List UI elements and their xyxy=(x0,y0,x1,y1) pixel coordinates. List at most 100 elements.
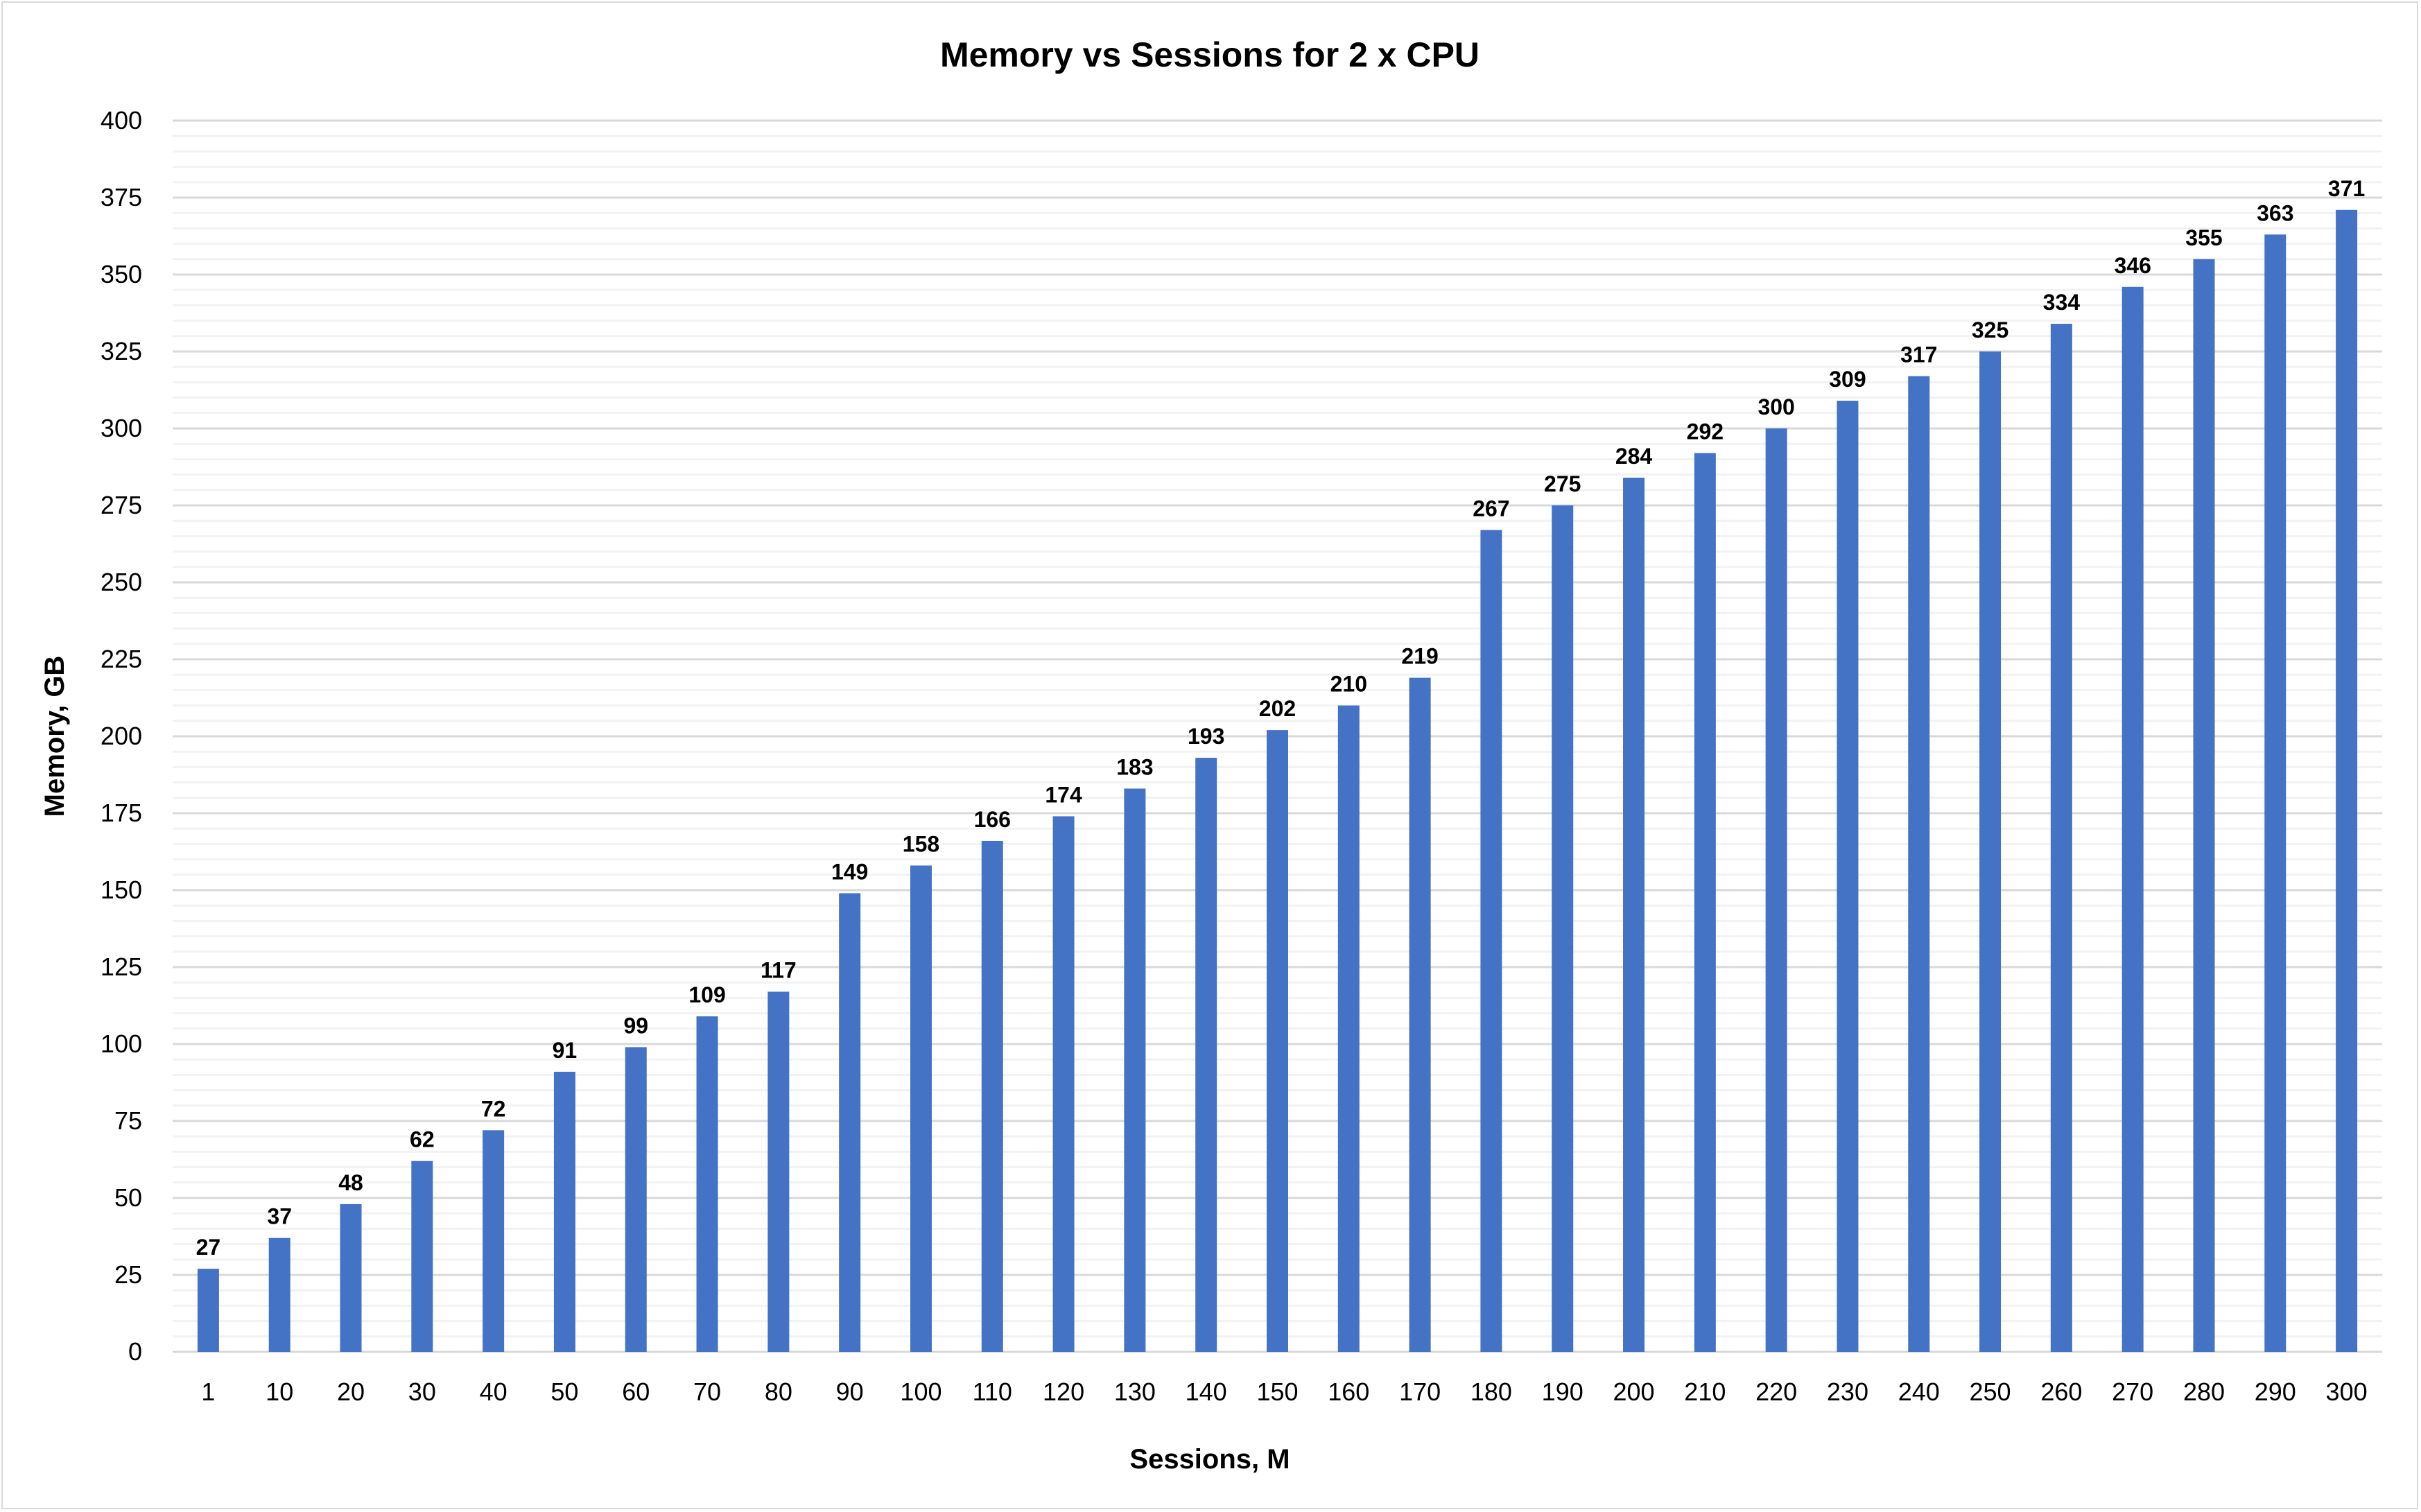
y-tick-label: 325 xyxy=(101,337,142,365)
data-label: 325 xyxy=(1972,318,2008,342)
bar xyxy=(197,1269,219,1352)
bar xyxy=(1623,478,1645,1352)
data-label: 346 xyxy=(2114,253,2151,278)
data-label: 275 xyxy=(1544,471,1581,496)
data-label: 309 xyxy=(1829,367,1866,392)
y-tick-label: 300 xyxy=(101,414,142,442)
bar xyxy=(2050,324,2072,1352)
data-label: 284 xyxy=(1615,444,1653,469)
bar xyxy=(1552,505,1574,1352)
x-tick-label: 280 xyxy=(2183,1378,2225,1406)
data-label: 202 xyxy=(1259,696,1296,721)
bar xyxy=(1337,705,1360,1352)
bar xyxy=(839,893,861,1352)
bar xyxy=(1267,730,1288,1352)
data-label: 183 xyxy=(1116,754,1153,779)
data-label: 48 xyxy=(338,1170,363,1195)
bar xyxy=(625,1047,647,1352)
data-label: 158 xyxy=(903,831,939,856)
x-tick-label: 130 xyxy=(1114,1378,1156,1406)
x-tick-label: 270 xyxy=(2112,1378,2153,1406)
bar xyxy=(696,1016,718,1352)
data-label: 317 xyxy=(1900,342,1937,367)
x-tick-label: 210 xyxy=(1684,1378,1726,1406)
chart-title: Memory vs Sessions for 2 x CPU xyxy=(940,35,1480,74)
x-tick-label: 170 xyxy=(1399,1378,1441,1406)
x-tick-label: 120 xyxy=(1043,1378,1084,1406)
bar xyxy=(1694,453,1716,1352)
y-tick-label: 250 xyxy=(101,568,142,596)
x-tick-label: 240 xyxy=(1898,1378,1940,1406)
x-tick-label: 50 xyxy=(550,1378,578,1406)
x-tick-label: 260 xyxy=(2040,1378,2082,1406)
x-tick-label: 290 xyxy=(2255,1378,2296,1406)
x-tick-label: 250 xyxy=(1970,1378,2011,1406)
data-label: 166 xyxy=(974,807,1011,832)
x-tick-label: 60 xyxy=(622,1378,650,1406)
bar xyxy=(2336,209,2358,1352)
x-tick-label: 100 xyxy=(900,1378,942,1406)
bar xyxy=(767,991,790,1352)
bar xyxy=(1765,428,1787,1352)
data-label: 91 xyxy=(553,1038,578,1063)
data-label: 72 xyxy=(481,1096,506,1121)
bar xyxy=(981,840,1003,1352)
data-label: 99 xyxy=(623,1013,648,1038)
data-label: 363 xyxy=(2257,200,2293,225)
x-tick-label: 140 xyxy=(1186,1378,1227,1406)
y-tick-label: 0 xyxy=(128,1337,142,1366)
bar xyxy=(340,1203,362,1352)
y-tick-label: 125 xyxy=(101,953,142,981)
x-tick-label: 80 xyxy=(765,1378,792,1406)
data-label: 292 xyxy=(1687,419,1724,444)
data-label: 210 xyxy=(1330,672,1367,697)
x-tick-label: 70 xyxy=(693,1378,721,1406)
bar xyxy=(1409,677,1431,1352)
bar xyxy=(1480,530,1502,1352)
data-label: 334 xyxy=(2043,290,2081,315)
bar xyxy=(553,1071,575,1352)
x-tick-label: 200 xyxy=(1613,1378,1654,1406)
x-tick-label: 20 xyxy=(337,1378,365,1406)
data-label: 149 xyxy=(831,859,868,884)
y-tick-label: 50 xyxy=(114,1183,142,1212)
bar xyxy=(2193,259,2215,1352)
x-tick-label: 1 xyxy=(201,1378,215,1406)
bar xyxy=(483,1130,505,1352)
x-tick-label: 150 xyxy=(1256,1378,1298,1406)
bar xyxy=(2264,234,2286,1352)
bar xyxy=(1195,758,1217,1352)
data-label: 117 xyxy=(761,958,797,983)
x-tick-label: 110 xyxy=(973,1378,1012,1406)
y-tick-label: 150 xyxy=(101,876,142,904)
x-tick-label: 30 xyxy=(408,1378,436,1406)
x-tick-label: 90 xyxy=(836,1378,864,1406)
y-tick-label: 100 xyxy=(101,1029,142,1058)
y-tick-label: 375 xyxy=(101,183,142,211)
bar xyxy=(268,1237,290,1352)
y-tick-label: 275 xyxy=(101,491,142,519)
x-tick-label: 300 xyxy=(2326,1378,2368,1406)
bar xyxy=(2121,286,2144,1352)
data-label: 174 xyxy=(1045,782,1082,807)
data-label: 300 xyxy=(1758,394,1794,419)
y-tick-label: 225 xyxy=(101,645,142,673)
y-tick-label: 75 xyxy=(114,1106,142,1135)
data-label: 109 xyxy=(688,982,725,1007)
x-tick-label: 230 xyxy=(1827,1378,1868,1406)
x-tick-label: 40 xyxy=(480,1378,507,1406)
y-tick-label: 175 xyxy=(101,799,142,827)
y-axis-label: Memory, GB xyxy=(40,656,70,817)
y-tick-label: 200 xyxy=(101,722,142,750)
bar xyxy=(1979,351,2002,1352)
data-label: 37 xyxy=(267,1204,292,1229)
y-tick-label: 350 xyxy=(101,260,142,288)
bar xyxy=(411,1161,433,1352)
x-tick-label: 160 xyxy=(1328,1378,1369,1406)
x-tick-label: 10 xyxy=(266,1378,293,1406)
x-tick-label: 180 xyxy=(1470,1378,1512,1406)
bar xyxy=(1837,401,1859,1352)
data-label: 193 xyxy=(1188,724,1224,749)
